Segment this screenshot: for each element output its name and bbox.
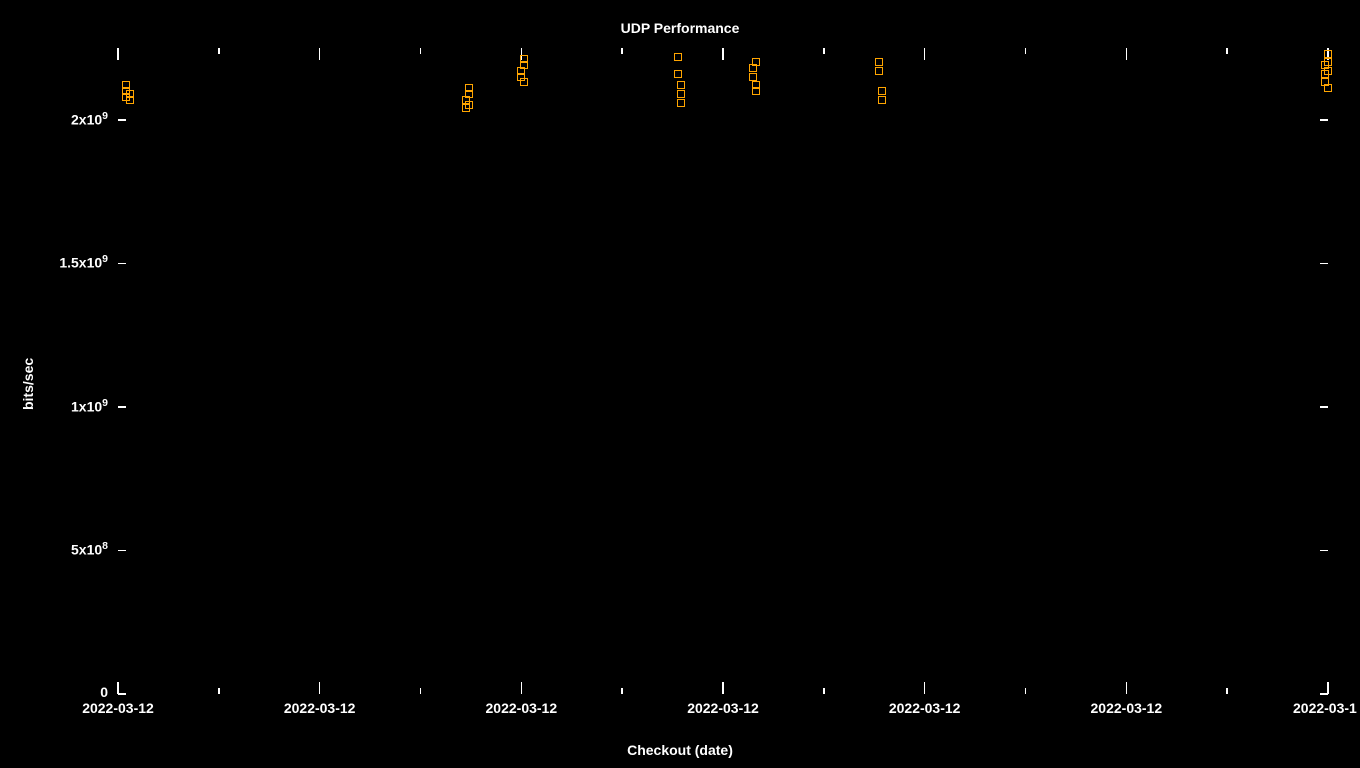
- x-tick-bottom: [117, 682, 119, 694]
- x-tick-top: [319, 48, 321, 60]
- y-tick-left: [118, 550, 126, 552]
- data-point: [674, 70, 682, 78]
- data-point: [520, 55, 528, 63]
- y-tick-label: 1.5x109: [59, 253, 108, 271]
- x-tick-label: 2022-03-12: [63, 700, 173, 716]
- x-axis-label: Checkout (date): [0, 742, 1360, 758]
- data-point: [677, 90, 685, 98]
- data-point: [878, 87, 886, 95]
- x-tick-top: [1126, 48, 1128, 60]
- y-tick-right: [1320, 263, 1328, 265]
- x-tick-bottom: [1126, 682, 1128, 694]
- data-point: [752, 87, 760, 95]
- x-tick-label: 2022-03-12: [668, 700, 778, 716]
- data-point: [1324, 50, 1332, 58]
- x-minor-tick-top: [218, 48, 220, 54]
- y-tick-right: [1320, 119, 1328, 121]
- data-point: [122, 81, 130, 89]
- x-minor-tick-bottom: [420, 688, 422, 694]
- x-minor-tick-bottom: [823, 688, 825, 694]
- data-point: [1324, 84, 1332, 92]
- y-tick-label: 1x109: [71, 397, 108, 415]
- x-tick-bottom: [722, 682, 724, 694]
- x-minor-tick-bottom: [1226, 688, 1228, 694]
- x-tick-bottom: [924, 682, 926, 694]
- x-tick-label: 2022-03-1: [1293, 700, 1360, 716]
- x-minor-tick-bottom: [621, 688, 623, 694]
- data-point: [875, 58, 883, 66]
- x-minor-tick-bottom: [1025, 688, 1027, 694]
- data-point: [749, 73, 757, 81]
- y-tick-label: 0: [100, 684, 108, 700]
- data-point: [674, 53, 682, 61]
- y-tick-right: [1320, 550, 1328, 552]
- x-minor-tick-top: [1226, 48, 1228, 54]
- x-tick-top: [924, 48, 926, 60]
- x-minor-tick-top: [1025, 48, 1027, 54]
- data-point: [465, 84, 473, 92]
- y-tick-left: [118, 263, 126, 265]
- data-point: [677, 81, 685, 89]
- x-tick-label: 2022-03-12: [265, 700, 375, 716]
- x-tick-label: 2022-03-12: [1071, 700, 1181, 716]
- data-point: [1324, 67, 1332, 75]
- data-point: [875, 67, 883, 75]
- data-point: [465, 101, 473, 109]
- x-minor-tick-top: [823, 48, 825, 54]
- y-axis-label: bits/sec: [20, 358, 36, 410]
- y-tick-left: [118, 119, 126, 121]
- y-tick-left: [118, 693, 126, 695]
- y-tick-label: 5x108: [71, 540, 108, 558]
- x-tick-label: 2022-03-12: [870, 700, 980, 716]
- data-point: [126, 90, 134, 98]
- udp-performance-chart: UDP Performance bits/sec Checkout (date)…: [0, 0, 1360, 768]
- data-point: [1324, 58, 1332, 66]
- x-minor-tick-bottom: [218, 688, 220, 694]
- chart-title: UDP Performance: [0, 20, 1360, 36]
- x-tick-bottom: [1327, 682, 1329, 694]
- x-tick-top: [722, 48, 724, 60]
- x-tick-label: 2022-03-12: [466, 700, 576, 716]
- x-tick-bottom: [319, 682, 321, 694]
- x-minor-tick-top: [420, 48, 422, 54]
- y-tick-label: 2x109: [71, 110, 108, 128]
- data-point: [752, 58, 760, 66]
- y-tick-left: [118, 406, 126, 408]
- plot-area: [118, 48, 1328, 694]
- data-point: [520, 78, 528, 86]
- data-point: [878, 96, 886, 104]
- y-tick-right: [1320, 406, 1328, 408]
- x-minor-tick-top: [621, 48, 623, 54]
- x-tick-bottom: [521, 682, 523, 694]
- data-point: [677, 99, 685, 107]
- x-tick-top: [117, 48, 119, 60]
